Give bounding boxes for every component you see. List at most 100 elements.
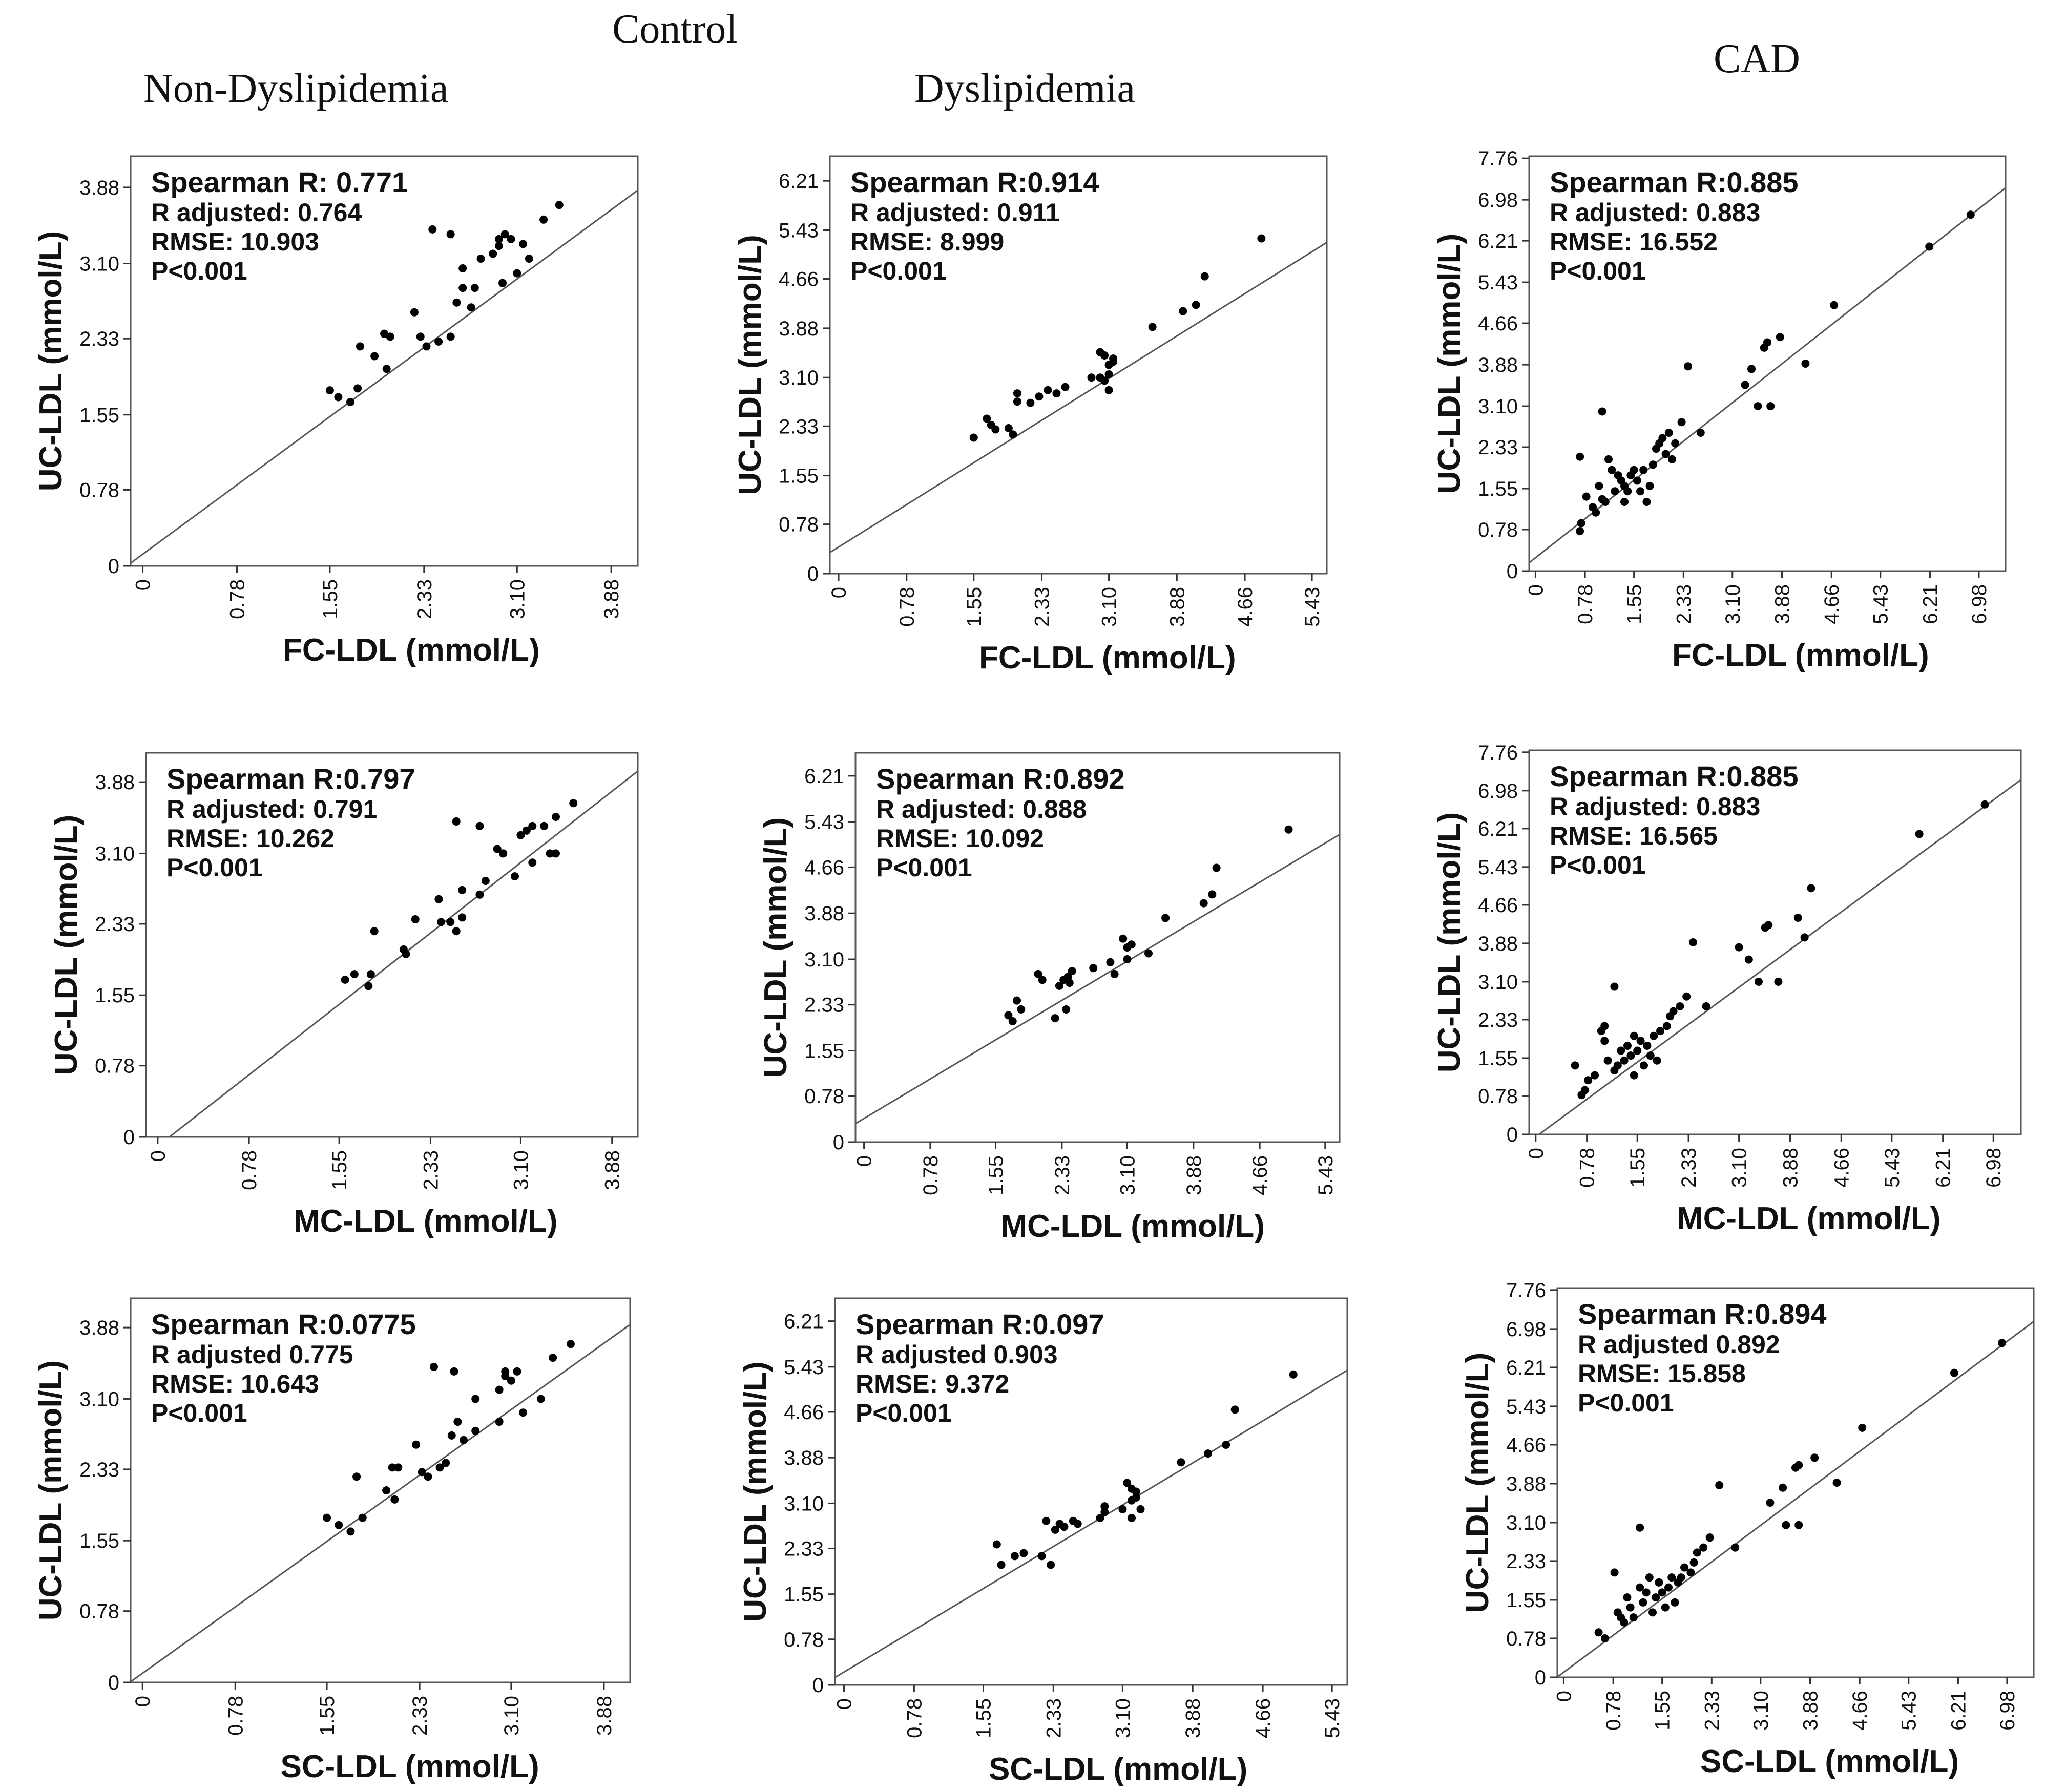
data-point	[452, 817, 461, 826]
data-point	[1123, 943, 1132, 952]
data-point	[470, 284, 479, 292]
x-tick-label: 1.55	[1626, 1148, 1649, 1188]
x-tick-label: 4.66	[1252, 1698, 1275, 1738]
y-axis-label: UC-LDL (mmol/L)	[1460, 1353, 1495, 1613]
data-point	[1100, 376, 1109, 385]
y-tick-label: 0.78	[95, 1055, 135, 1078]
data-point	[549, 1354, 557, 1362]
data-point	[507, 1376, 515, 1385]
data-point	[991, 425, 1000, 434]
data-point	[525, 255, 533, 263]
stats-annotation: P<0.001	[1550, 257, 1646, 285]
data-point	[1699, 1543, 1708, 1552]
y-tick-label: 0	[1507, 1124, 1518, 1146]
data-point	[353, 384, 362, 393]
data-point	[1096, 1513, 1104, 1522]
x-axis-label: FC-LDL (mmol/L)	[979, 640, 1236, 676]
x-tick-label: 2.33	[1673, 584, 1695, 624]
data-point	[1038, 976, 1047, 984]
y-tick-label: 2.33	[779, 415, 819, 438]
data-point	[350, 970, 359, 979]
x-tick-label: 3.88	[1771, 584, 1794, 624]
data-point	[1623, 487, 1632, 496]
data-point	[1645, 481, 1654, 490]
data-point	[1576, 527, 1584, 536]
x-tick-label: 4.66	[1830, 1148, 1853, 1188]
data-point	[1646, 1051, 1655, 1060]
x-axis-label: MC-LDL (mmol/L)	[294, 1204, 557, 1239]
stats-annotation: Spearman R:0.097	[855, 1308, 1104, 1340]
scatter-panel: 0 0.78 1.55 2.33 3.10 3.88 4.66 5.43 6.21 0 0.78 1.…	[738, 1297, 1348, 1787]
y-tick-label: 6.21	[784, 1311, 824, 1333]
data-point	[1034, 969, 1042, 978]
x-axis-label: SC-LDL (mmol/L)	[989, 1752, 1247, 1787]
data-point	[1087, 373, 1096, 382]
data-point	[516, 831, 525, 839]
data-point	[422, 342, 431, 351]
stats-annotation: R adjusted: 0.791	[166, 795, 377, 824]
data-point	[1667, 1573, 1676, 1582]
x-tick-label: 0.78	[224, 1696, 247, 1736]
stats-annotation: Spearman R:0.914	[850, 166, 1099, 198]
data-point	[536, 1395, 545, 1403]
y-tick-label: 3.10	[79, 1388, 119, 1410]
data-point	[1617, 1613, 1625, 1622]
x-tick-label: 3.88	[600, 579, 623, 619]
data-point	[1289, 1370, 1298, 1379]
y-tick-label: 4.66	[1506, 1434, 1546, 1457]
x-tick-label: 0	[147, 1150, 170, 1162]
y-tick-label: 3.88	[1478, 354, 1518, 376]
data-point	[1774, 977, 1783, 986]
data-point	[1608, 466, 1616, 474]
stats-annotation: RMSE: 10.643	[151, 1369, 319, 1398]
stats-annotation: P<0.001	[166, 853, 263, 882]
y-tick-label: 2.33	[1478, 436, 1518, 459]
data-point	[402, 950, 410, 958]
stats-annotation: Spearman R:0.797	[166, 763, 415, 795]
data-point	[1655, 1578, 1663, 1587]
y-tick-label: 3.88	[784, 1447, 824, 1469]
regression-line	[1537, 779, 2021, 1134]
x-tick-label: 0	[132, 579, 155, 591]
stats-annotation: Spearman R: 0.771	[151, 166, 408, 198]
x-tick-label: 4.66	[1821, 584, 1843, 624]
x-tick-label: 3.88	[1182, 1698, 1204, 1738]
data-point	[1915, 830, 1924, 838]
stats-annotation: Spearman R:0.894	[1578, 1298, 1827, 1330]
data-point	[1636, 1523, 1644, 1532]
data-point	[1148, 323, 1157, 331]
x-tick-label: 0.78	[920, 1155, 942, 1195]
data-point	[1601, 1634, 1609, 1642]
data-point	[418, 1468, 426, 1477]
data-point	[1693, 1548, 1701, 1557]
stats-annotation: P<0.001	[850, 257, 947, 285]
data-point	[325, 386, 334, 395]
x-axis-label: MC-LDL (mmol/L)	[1001, 1209, 1265, 1244]
data-point	[992, 1540, 1001, 1549]
x-axis-label: MC-LDL (mmol/L)	[1677, 1201, 1940, 1236]
x-tick-label: 0	[1525, 584, 1547, 596]
data-point	[1610, 1568, 1619, 1577]
y-tick-label: 4.66	[779, 268, 819, 291]
data-point	[494, 242, 503, 250]
y-tick-label: 3.10	[79, 253, 119, 276]
data-point	[513, 269, 521, 278]
data-point	[1664, 429, 1673, 437]
data-point	[1633, 476, 1641, 485]
data-point	[1132, 1487, 1140, 1496]
data-point	[1830, 301, 1839, 309]
data-point	[1013, 996, 1021, 1005]
data-point	[1136, 1505, 1145, 1513]
y-tick-label: 1.55	[1478, 1047, 1518, 1070]
y-tick-label: 6.98	[1478, 189, 1518, 212]
data-point	[1200, 272, 1209, 281]
plot-area	[130, 1297, 631, 1683]
data-point	[1004, 424, 1013, 432]
data-point	[500, 230, 509, 239]
header-control: Control	[612, 7, 738, 52]
data-point	[1118, 1505, 1127, 1513]
x-axis-label: SC-LDL (mmol/L)	[1700, 1744, 1959, 1779]
data-point	[1832, 1479, 1841, 1487]
data-point	[1980, 800, 1989, 809]
data-point	[1671, 1598, 1679, 1607]
